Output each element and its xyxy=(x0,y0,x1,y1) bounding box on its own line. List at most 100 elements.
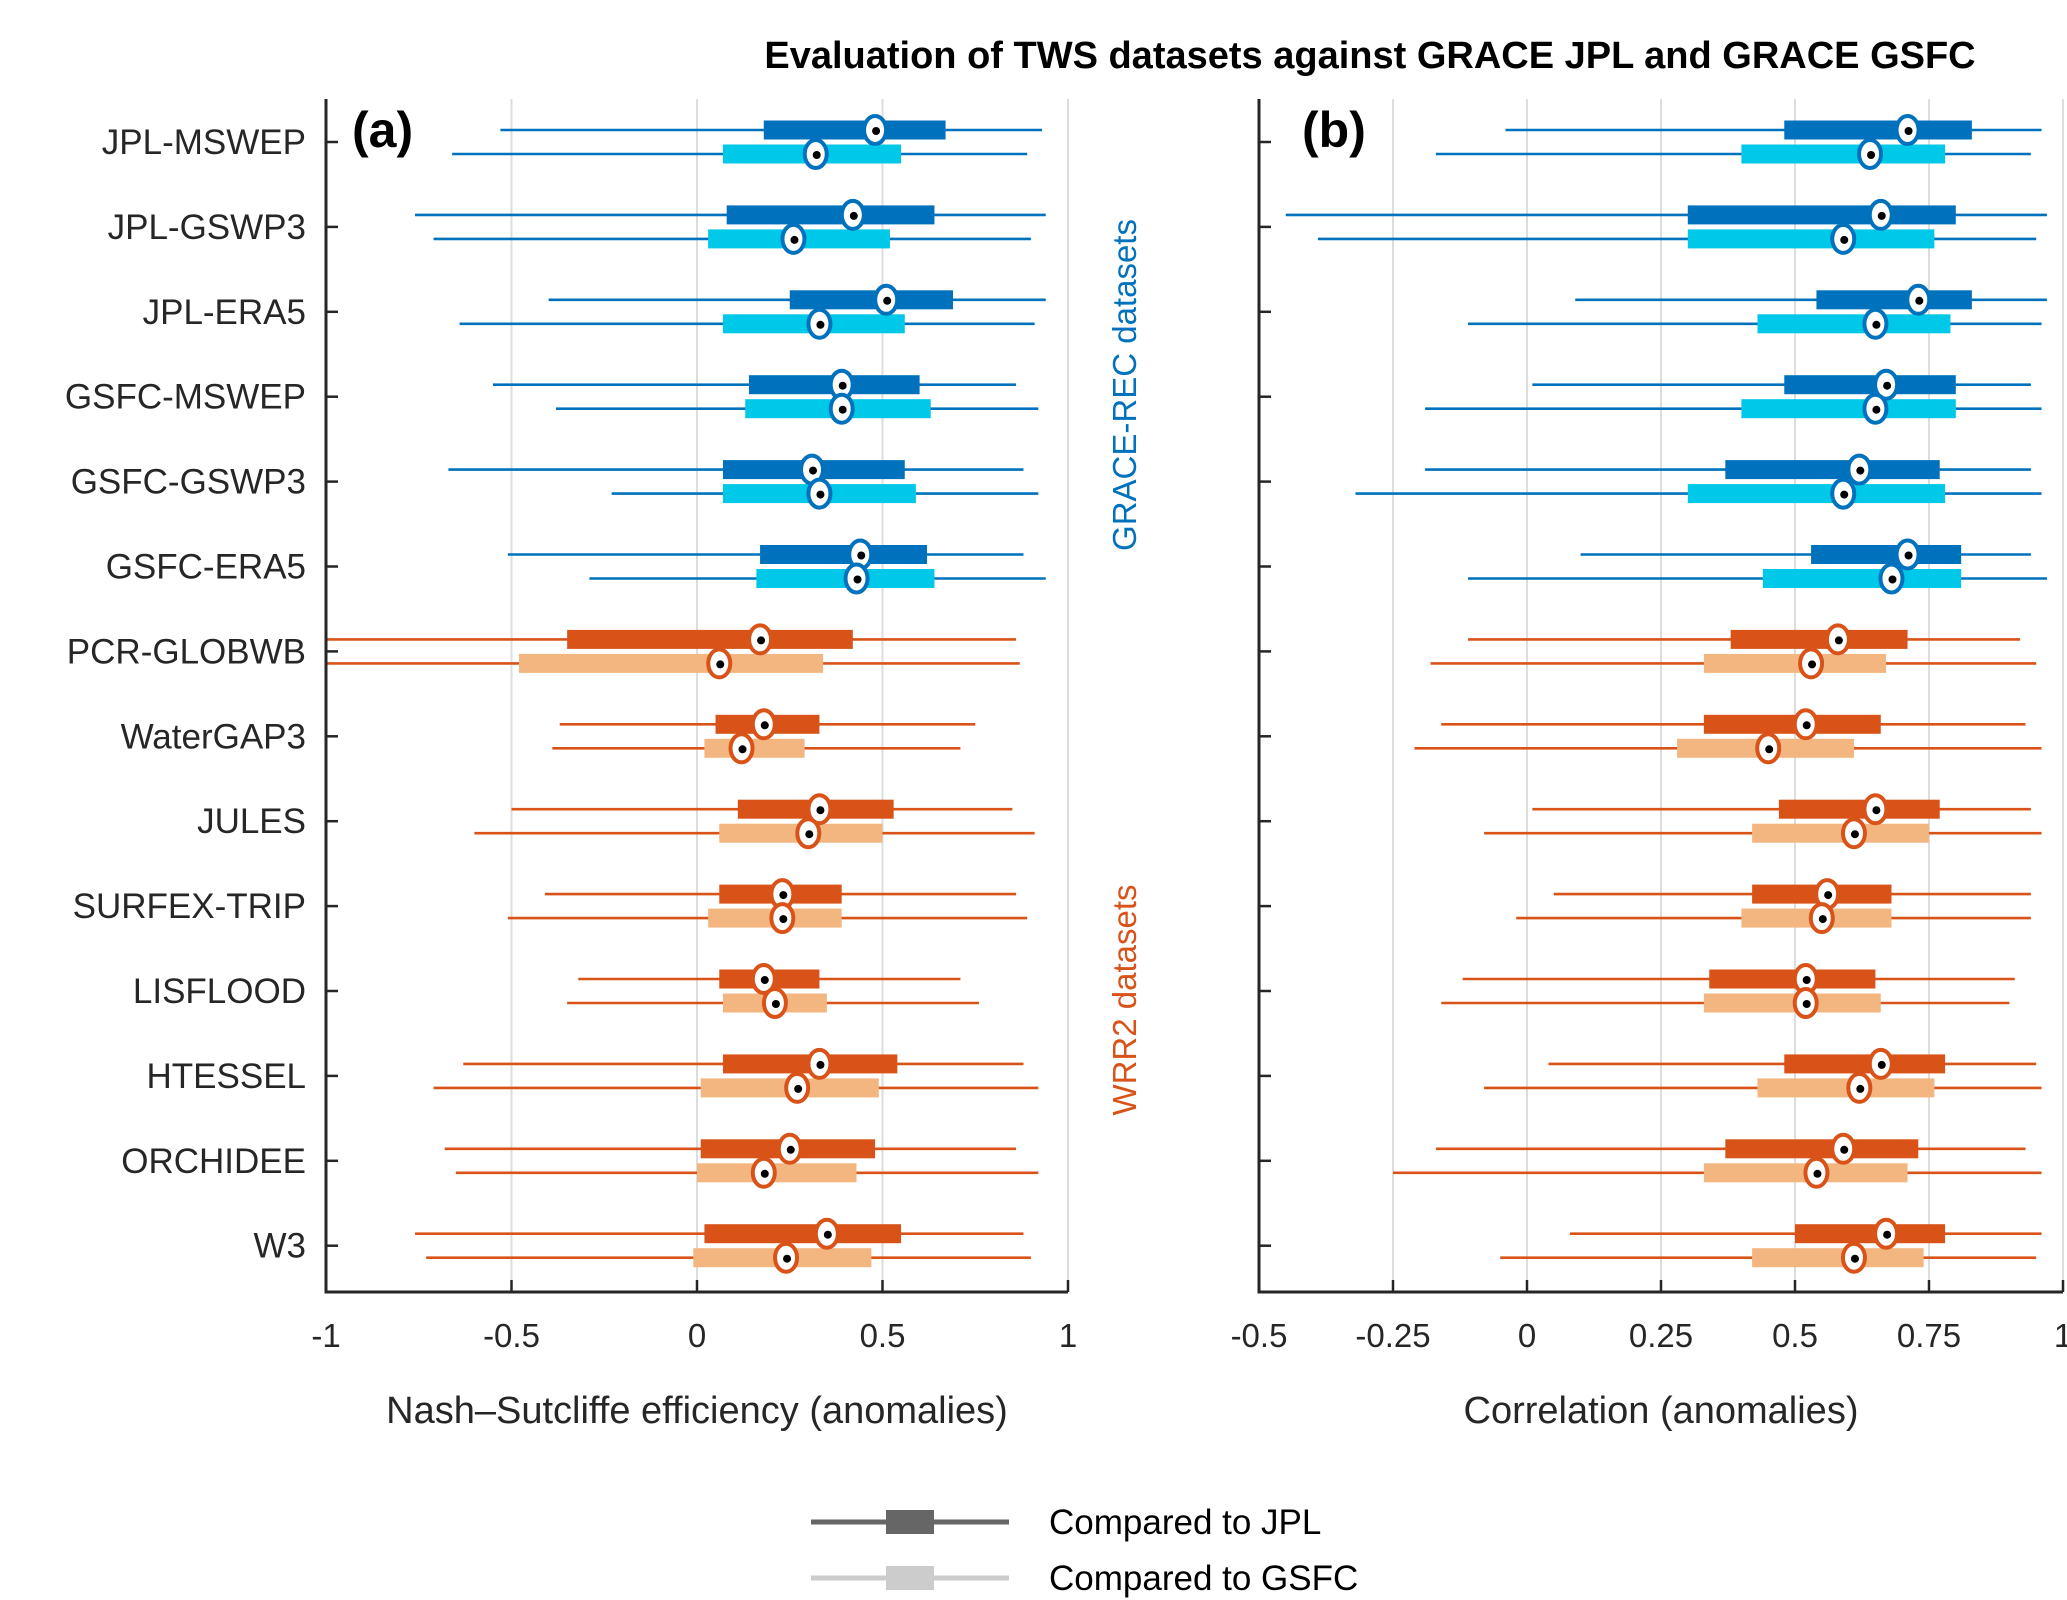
median-dot-gsfc xyxy=(1818,915,1827,924)
x-tick-label: 1 xyxy=(1059,1317,1077,1354)
median-dot-jpl xyxy=(1883,1230,1892,1239)
panel-b-gridlines xyxy=(1392,99,2064,1292)
iqr-box-gsfc xyxy=(1762,569,1962,588)
iqr-box-jpl xyxy=(1725,1139,1919,1159)
median-dot-jpl xyxy=(779,891,788,900)
x-tick-label: 1 xyxy=(2054,1317,2067,1354)
median-dot-gsfc xyxy=(716,660,725,669)
box-row-gsfc-gswp3 xyxy=(448,453,1039,510)
median-dot-jpl xyxy=(816,1060,825,1069)
median-dot-gsfc xyxy=(1808,660,1817,669)
panel-b: -0.5 -0.25 0 0.25 0.5 0.75 1 (b) Correlation (… xyxy=(1231,99,2067,1432)
panel-a: -1 -0.5 0 0.5 1 JPL-MSWEP JPL-GSWP3 JPL-ERA5 GS… xyxy=(65,99,1077,1432)
box-row-orchidee xyxy=(1393,1132,2042,1189)
box-row-orchidee xyxy=(444,1132,1039,1189)
y-label: JPL-ERA5 xyxy=(143,293,306,332)
legend-gsfc-box xyxy=(886,1566,934,1590)
box-row-jpl-era5 xyxy=(1468,283,2047,340)
median-dot-jpl xyxy=(823,1230,832,1239)
median-dot-gsfc xyxy=(853,575,862,584)
median-dot-jpl xyxy=(1834,636,1843,645)
panel-b-label: (b) xyxy=(1302,102,1366,158)
iqr-box-jpl xyxy=(726,205,935,225)
legend-gsfc-label: Compared to GSFC xyxy=(1049,1559,1358,1598)
iqr-box-jpl xyxy=(1709,969,1876,989)
y-label: SURFEX-TRIP xyxy=(73,887,306,926)
median-dot-gsfc xyxy=(1872,320,1881,329)
y-label: PCR-GLOBWB xyxy=(67,632,306,671)
box-row-watergap3 xyxy=(1414,708,2042,765)
legend-item-jpl: Compared to JPL xyxy=(811,1503,1321,1542)
iqr-box-jpl xyxy=(1778,799,1940,819)
panel-b-xlabel: Correlation (anomalies) xyxy=(1464,1390,1859,1432)
box-row-w3 xyxy=(1500,1217,2042,1274)
iqr-box-gsfc xyxy=(1741,399,1956,419)
iqr-box-jpl xyxy=(763,120,946,140)
panel-a-axes xyxy=(324,99,1070,1294)
median-dot-gsfc xyxy=(816,320,825,329)
median-dot-jpl xyxy=(1840,1145,1849,1154)
panel-b-axes xyxy=(1257,99,2065,1294)
box-row-gsfc-mswep xyxy=(1425,368,2042,425)
median-dot-gsfc xyxy=(1872,405,1881,414)
iqr-box-jpl xyxy=(1687,205,1956,225)
box-row-surfex-trip xyxy=(1516,878,2031,935)
panel-a-xlabel: Nash–Sutcliffe efficiency (anomalies) xyxy=(386,1390,1008,1432)
median-dot-gsfc xyxy=(1765,745,1774,754)
iqr-box-jpl xyxy=(567,629,853,649)
median-dot-jpl xyxy=(838,381,847,390)
y-label: JPL-GSWP3 xyxy=(108,208,306,247)
box-row-watergap3 xyxy=(552,708,976,765)
median-dot-gsfc xyxy=(812,151,821,159)
median-dot-gsfc xyxy=(1867,151,1876,159)
median-dot-jpl xyxy=(1883,381,1892,390)
median-dot-gsfc xyxy=(794,1084,803,1093)
median-dot-jpl xyxy=(1802,721,1811,730)
median-dot-jpl xyxy=(1915,296,1924,305)
median-dot-jpl xyxy=(760,976,769,984)
box-row-jules xyxy=(1484,793,2042,850)
iqr-box-gsfc xyxy=(1703,653,1887,673)
y-label: JULES xyxy=(197,802,306,841)
x-tick-label: 0 xyxy=(688,1317,706,1354)
median-dot-gsfc xyxy=(816,490,825,499)
iqr-box-jpl xyxy=(1784,1054,1946,1074)
iqr-box-gsfc xyxy=(1752,823,1929,843)
panel-a-gridlines xyxy=(510,99,1069,1292)
legend-jpl-label: Compared to JPL xyxy=(1049,1503,1321,1542)
median-dot-jpl xyxy=(1802,976,1811,984)
median-dot-gsfc xyxy=(805,830,814,839)
median-dot-gsfc xyxy=(1840,235,1849,244)
y-label: LISFLOOD xyxy=(133,972,306,1011)
box-row-jules xyxy=(474,793,1035,850)
box-row-jpl-mswep xyxy=(1435,114,2042,170)
x-tick-label: -0.5 xyxy=(483,1317,540,1354)
panel-b-boxes xyxy=(1285,114,2047,1274)
iqr-box-jpl xyxy=(704,1224,902,1244)
box-row-htessel xyxy=(1484,1047,2042,1104)
x-tick-label: 0 xyxy=(1518,1317,1536,1354)
group-label-wrr2: WRR2 datasets xyxy=(1106,884,1143,1115)
iqr-box-jpl xyxy=(1784,375,1956,395)
box-row-gsfc-era5 xyxy=(507,538,1046,595)
median-dot-jpl xyxy=(1856,466,1865,475)
y-label: GSFC-GSWP3 xyxy=(71,463,306,502)
y-label: HTESSEL xyxy=(147,1057,307,1096)
median-dot-gsfc xyxy=(760,1169,769,1178)
iqr-box-gsfc xyxy=(1687,229,1935,249)
median-dot-gsfc xyxy=(1840,490,1849,499)
iqr-box-jpl xyxy=(789,290,953,310)
panel-a-y-labels: JPL-MSWEP JPL-GSWP3 JPL-ERA5 GSFC-MSWEP GSFC… xyxy=(65,123,306,1266)
median-dot-jpl xyxy=(883,296,892,305)
median-dot-gsfc xyxy=(790,235,799,244)
x-tick-label: 0.75 xyxy=(1897,1317,1961,1354)
panel-a-xtick-labels: -1 -0.5 0 0.5 1 xyxy=(311,1317,1077,1354)
box-row-pcr-globwb xyxy=(326,623,1020,680)
iqr-box-jpl xyxy=(1784,120,1972,140)
y-label: GSFC-ERA5 xyxy=(106,548,306,587)
median-dot-gsfc xyxy=(738,745,747,754)
median-dot-jpl xyxy=(816,806,825,815)
median-dot-jpl xyxy=(849,211,858,220)
y-label: WaterGAP3 xyxy=(121,717,306,756)
